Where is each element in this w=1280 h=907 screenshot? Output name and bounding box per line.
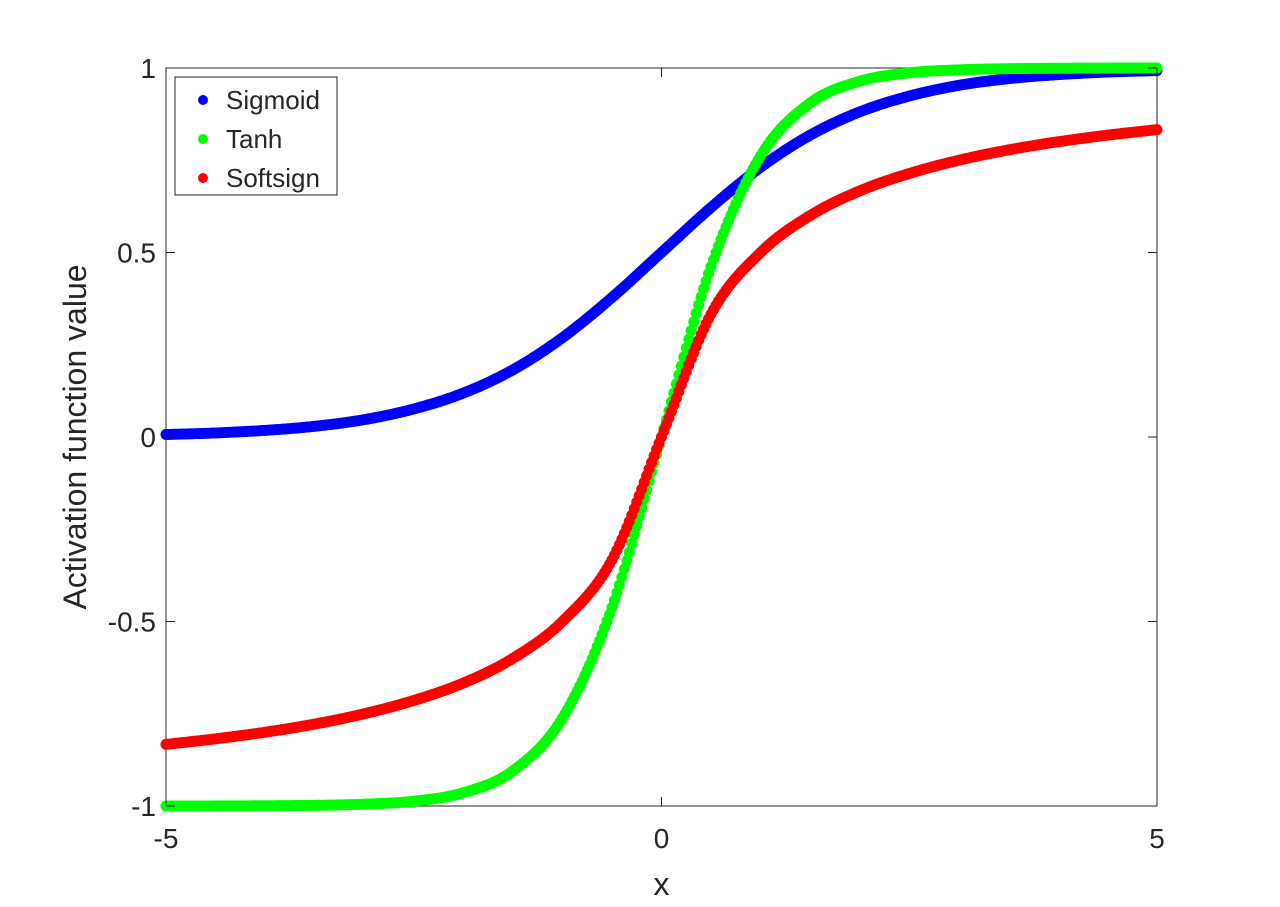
legend-label: Softsign (226, 163, 320, 193)
data-point-tanh (628, 529, 640, 541)
data-point-softsign (1151, 124, 1163, 136)
x-tick-label: 0 (654, 823, 670, 854)
legend-label: Sigmoid (226, 85, 320, 115)
y-axis-label: Activation function value (57, 264, 93, 609)
data-point-tanh (683, 333, 695, 345)
series-softsign (160, 124, 1163, 750)
legend: Sigmoid Tanh Softsign (174, 76, 338, 196)
y-tick-label: 1 (140, 53, 156, 84)
series-sigmoid (160, 65, 1163, 441)
data-point-tanh (685, 324, 697, 336)
legend-items: Sigmoid Tanh Softsign (198, 85, 320, 193)
legend-marker-softsign (198, 173, 208, 183)
y-tick-label: 0 (140, 422, 156, 453)
legend-marker-tanh (198, 134, 208, 144)
series-layer (160, 62, 1163, 812)
x-axis-label: x (654, 866, 670, 902)
data-point-tanh (690, 307, 702, 319)
tick-layer: -5 0 5 -1 -0.5 0 0.5 1 (108, 53, 1165, 854)
series-tanh (160, 62, 1163, 812)
x-tick-label: -5 (154, 823, 179, 854)
legend-label: Tanh (226, 124, 282, 154)
data-point-tanh (623, 546, 635, 558)
data-point-tanh (621, 555, 633, 567)
x-tick-label: 5 (1149, 823, 1165, 854)
y-tick-label: -0.5 (108, 607, 156, 638)
data-point-tanh (626, 538, 638, 550)
legend-marker-sigmoid (198, 95, 208, 105)
y-tick-label: 0.5 (117, 238, 156, 269)
data-point-tanh (688, 316, 700, 328)
y-tick-label: -1 (131, 791, 156, 822)
data-point-tanh (618, 563, 630, 575)
